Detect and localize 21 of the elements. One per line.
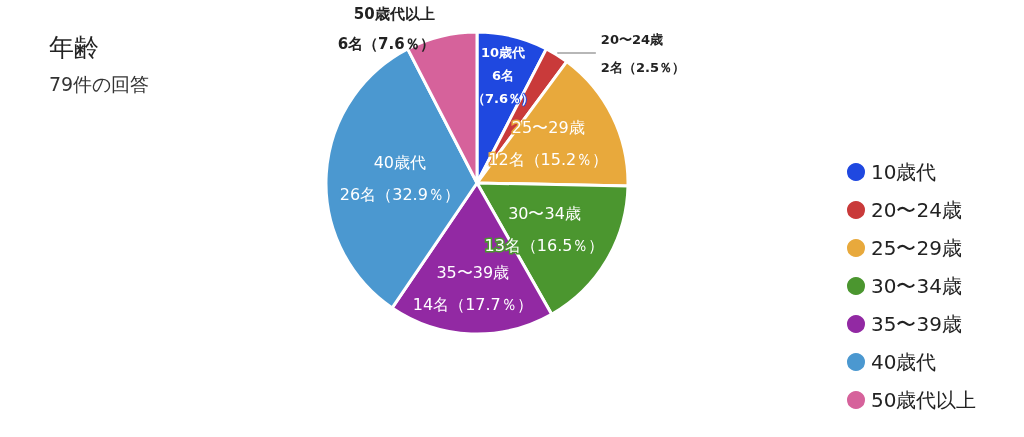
legend-label: 35〜39歳 — [871, 312, 962, 336]
slice-label: 30〜34歳 — [508, 204, 581, 224]
slice-label: 40歳代 — [373, 152, 427, 172]
legend-label: 40歳代 — [871, 350, 937, 374]
legend-label: 10歳代 — [871, 160, 937, 184]
data-label: 14名（17.7％） — [412, 295, 533, 315]
slice-label: 10歳代 — [481, 45, 526, 61]
slice-label: 35〜39歳 — [436, 263, 510, 283]
legend-label: 20〜24歳 — [871, 198, 962, 222]
slice-label: 20〜24歳 — [600, 31, 664, 47]
text: 79件の回答 — [49, 72, 150, 95]
slice-label: 50歳代以上 — [353, 5, 435, 24]
legend-label: 30〜34歳 — [871, 274, 962, 298]
data-label: 2名（2.5％） — [600, 59, 685, 75]
legend-label: 25〜29歳 — [871, 236, 962, 260]
data-label: 6名（7.6％） — [337, 35, 435, 54]
data-label: 6名（7.6％） — [472, 68, 535, 107]
text: 年齢 — [49, 33, 99, 62]
data-label: 26名（32.9％） — [339, 184, 460, 204]
data-label: 13名（16.5％） — [484, 236, 605, 256]
legend-label: 50歳代以上 — [871, 388, 977, 412]
